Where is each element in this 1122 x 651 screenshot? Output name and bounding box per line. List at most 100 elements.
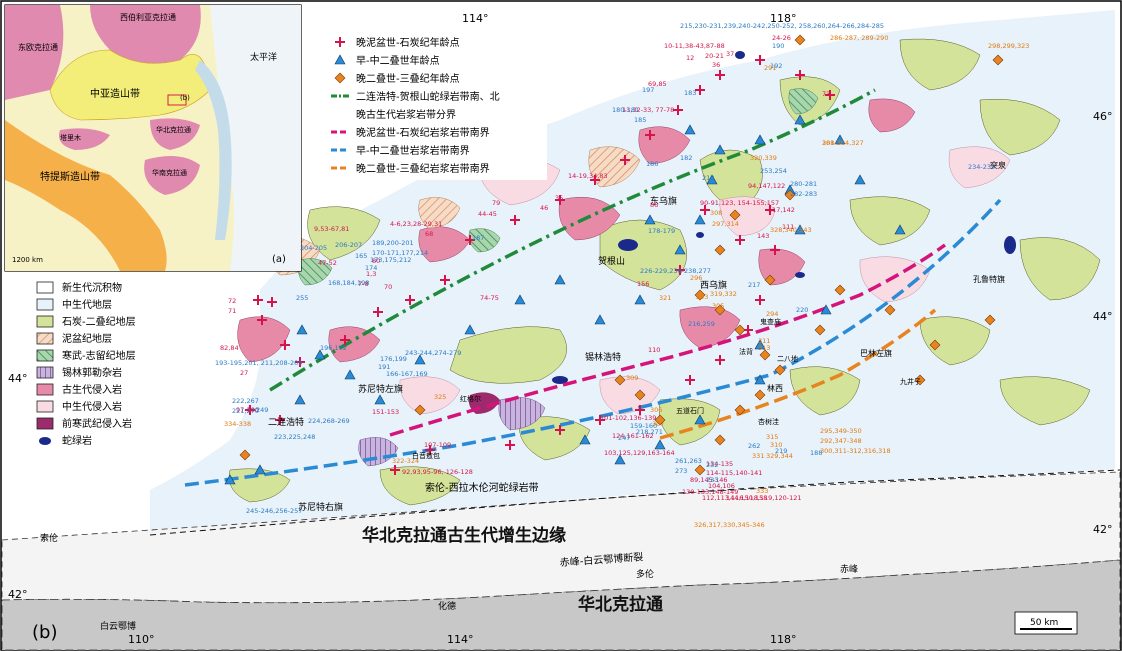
- age-label: 288: [822, 139, 834, 147]
- svg-text:太平洋: 太平洋: [250, 51, 277, 63]
- blue-age-marker: [296, 324, 308, 335]
- red-age-marker: [715, 70, 725, 80]
- legend-top-label: 早-中二叠世年龄点: [356, 54, 440, 67]
- age-label: 144,150,158: [726, 494, 767, 502]
- age-label: 112,113,116,118,119,120-121: [702, 494, 802, 502]
- coord-top-118: 118°: [770, 12, 797, 25]
- precambrian-swatch: 前寒武纪侵入岩: [36, 417, 132, 430]
- red-age-marker: [440, 275, 450, 285]
- red-age-marker: [673, 105, 683, 115]
- age-label: 223,225,248: [274, 433, 315, 441]
- age-label: 124,161-162: [612, 432, 654, 440]
- age-label: 168,184,198: [328, 279, 369, 287]
- legend-top-label: 晚泥盆世-石炭纪岩浆岩带南界: [356, 126, 490, 139]
- age-label: 313: [758, 344, 770, 352]
- coord-bottom-118: 118°: [770, 633, 797, 646]
- age-label: 10-11,38-43,87-88: [664, 42, 725, 50]
- blue-age-marker: [706, 174, 718, 185]
- blue-age-marker: [854, 174, 866, 185]
- nc-craton-label: 华北克拉通: [578, 594, 663, 615]
- cambrian-silurian-swatch: 寒武-志留纪地层: [36, 349, 136, 362]
- orange-age-marker: [754, 389, 766, 401]
- coord-left-44: 44°: [8, 372, 28, 385]
- pacific-orogen-region: [195, 60, 232, 240]
- red-age-marker: [257, 315, 267, 325]
- legend-left-label: 中生代侵入岩: [62, 400, 122, 413]
- svg-text:中亚造山带: 中亚造山带: [90, 87, 140, 100]
- age-label: 197: [642, 86, 654, 94]
- age-label: 291: [764, 64, 776, 72]
- svg-text:塔里木: 塔里木: [60, 133, 81, 142]
- age-label: 183: [684, 89, 696, 97]
- age-label: 321: [659, 294, 671, 302]
- devonian-swatch: 泥盆纪地层: [36, 332, 112, 345]
- red-age-marker: [510, 215, 520, 225]
- age-label: 232: [706, 461, 718, 469]
- legend-top-label: 二连浩特-贺根山蛇绿岩带南、北: [356, 90, 500, 103]
- blue-age-marker: [579, 434, 591, 445]
- age-label: 296: [690, 274, 702, 282]
- coord-top-114: 114°: [462, 12, 489, 25]
- place-wuliugou: 五道石门: [676, 406, 704, 415]
- age-label: 249: [256, 406, 268, 414]
- age-label: 13,32-33, 77-78: [622, 106, 674, 114]
- orange-age-marker: [714, 244, 726, 256]
- age-label: 165: [355, 252, 367, 260]
- place-bayanaobao: 白音敖包: [412, 451, 440, 460]
- red-age-marker: [590, 175, 600, 185]
- red-age-marker: [373, 307, 383, 317]
- age-label: 37: [726, 50, 734, 58]
- accretion-margin-label: 华北克拉通古生代增生边缘: [362, 525, 566, 546]
- place-sunite-right: 苏尼特右旗: [298, 501, 343, 513]
- place-gaixi: 鬼查庙: [760, 317, 781, 326]
- svg-text:50 km: 50 km: [1030, 618, 1058, 628]
- age-label: 103,125,129,163-164: [604, 449, 675, 457]
- place-dongwu: 东乌旗: [650, 195, 677, 207]
- mesozoic-swatch: 中生代地层: [36, 298, 112, 311]
- age-label: 14-19,34,83: [568, 172, 608, 180]
- age-label: 311: [758, 337, 770, 345]
- orange-age-marker: [759, 349, 771, 361]
- blue-age-marker: [674, 244, 686, 255]
- blue-age-marker: [654, 439, 666, 450]
- legend-top-item-2: 晚二叠世-三叠纪年龄点: [334, 72, 460, 85]
- legend-top-item-5: 晚泥盆世-石炭纪岩浆岩带南界: [331, 126, 490, 139]
- place-xilinhot: 锡林浩特: [585, 351, 621, 363]
- age-label: 298,299,323: [988, 42, 1029, 50]
- orange-age-marker: [784, 189, 796, 201]
- legend-left-label: 寒武-志留纪地层: [62, 349, 136, 362]
- blue-age-marker: [834, 134, 846, 145]
- place-tuquan: 突泉: [990, 160, 1006, 170]
- red-age-marker: [340, 335, 350, 345]
- red-age-marker: [595, 415, 605, 425]
- age-label: 261,263: [675, 457, 702, 465]
- orange-age-marker: [614, 374, 626, 386]
- age-label: 117,142: [768, 206, 795, 214]
- age-label: 166-167,169: [386, 370, 428, 378]
- legend-left-label: 中生代地层: [62, 298, 112, 311]
- age-label: 101-102,136-139: [600, 414, 656, 422]
- cenozoic-swatch: 新生代沉积物: [36, 281, 122, 294]
- blue-age-marker: [464, 324, 476, 335]
- place-jiujingzi: 九井子: [900, 377, 921, 386]
- blue-age-marker: [894, 224, 906, 235]
- age-label: 180-181: [612, 106, 639, 114]
- blue-age-marker: [614, 454, 626, 465]
- place-bayinhua: 巴林左旗: [860, 348, 892, 358]
- legend-top-label: 晚二叠世-三叠纪岩浆岩带南界: [356, 162, 490, 175]
- age-label: 46: [540, 204, 548, 212]
- age-label: 315: [766, 433, 778, 441]
- age-label: 173,175,212: [370, 256, 411, 264]
- red-age-marker: [505, 440, 515, 450]
- age-label: 334-338: [224, 420, 251, 428]
- age-point-markers: [224, 34, 1004, 485]
- age-label: 224,268-269: [308, 417, 350, 425]
- orange-age-marker: [634, 389, 646, 401]
- age-label: 196,172: [320, 344, 347, 352]
- age-label: 310: [770, 441, 782, 449]
- svg-text:特提斯造山带: 特提斯造山带: [40, 170, 100, 183]
- red-age-marker: [465, 235, 475, 245]
- age-label: 326,317,330,345-346: [694, 521, 765, 529]
- place-xiwu: 西乌旗: [700, 279, 727, 291]
- red-age-marker: [735, 235, 745, 245]
